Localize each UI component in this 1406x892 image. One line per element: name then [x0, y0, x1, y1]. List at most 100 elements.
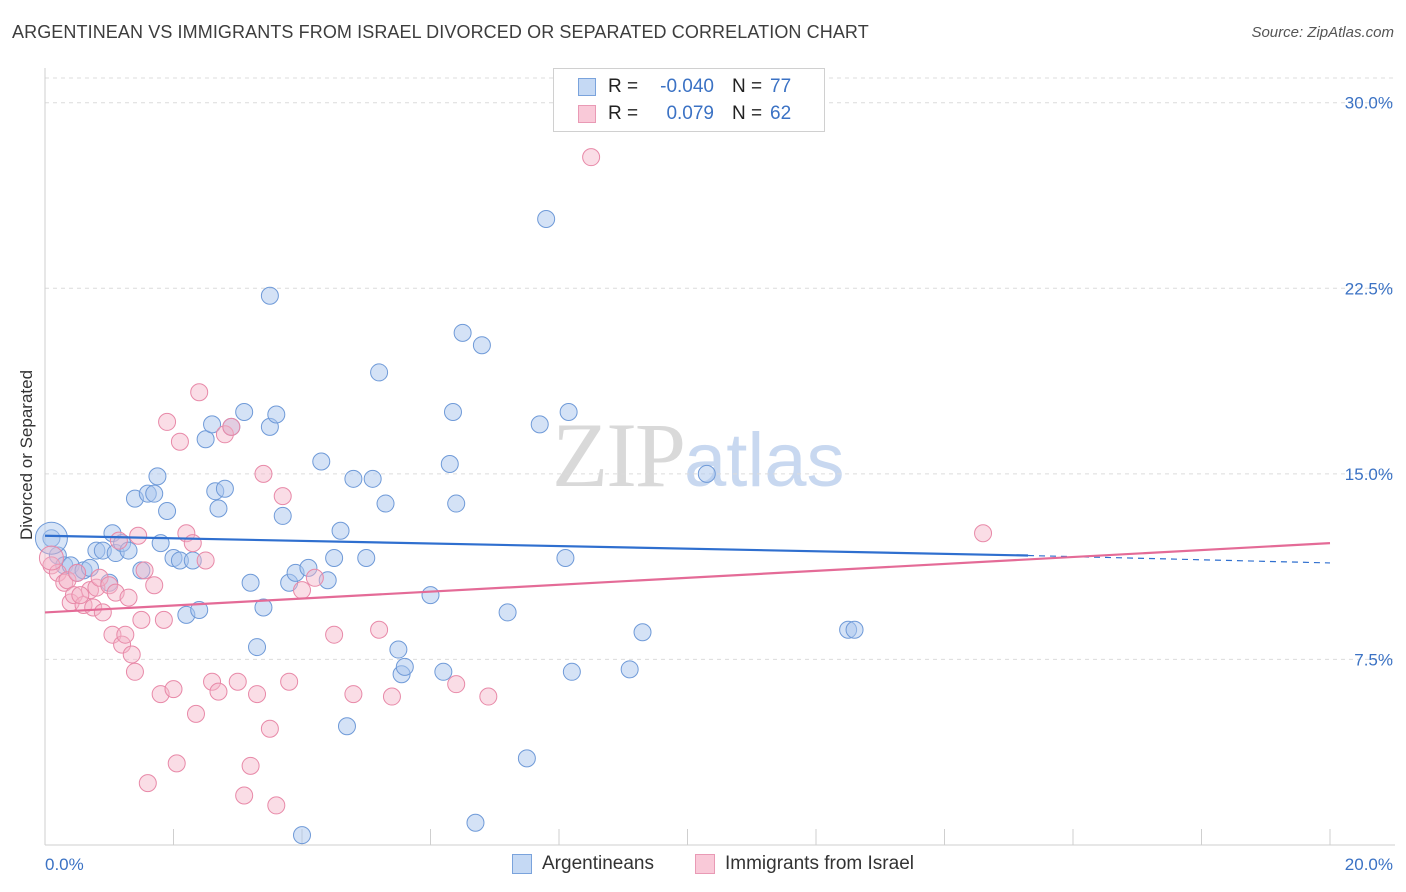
data-point-argentineans — [498, 603, 517, 622]
data-point-argentineans — [203, 415, 222, 434]
data-point-argentineans — [466, 813, 485, 832]
data-point-israel — [582, 148, 601, 167]
data-point-argentineans — [389, 640, 408, 659]
data-point-israel — [215, 425, 234, 444]
legend-item-argentineans: Argentineans — [512, 851, 654, 877]
data-point-argentineans — [312, 452, 331, 471]
data-point-israel — [370, 620, 389, 639]
data-point-israel — [305, 568, 324, 587]
trend-line-argentineans — [44, 534, 1029, 557]
data-point-israel — [103, 625, 122, 644]
data-point-argentineans — [241, 573, 260, 592]
data-point-argentineans — [215, 479, 234, 498]
blue-swatch — [512, 854, 532, 874]
data-point-argentineans — [325, 548, 344, 567]
data-point-israel — [382, 687, 401, 706]
data-point-argentineans — [376, 494, 395, 513]
data-point-argentineans — [273, 506, 292, 525]
data-point-argentineans — [421, 586, 440, 605]
data-point-israel — [84, 598, 103, 617]
data-point-israel — [158, 412, 177, 431]
data-point-israel — [58, 571, 77, 590]
data-point-israel — [132, 610, 151, 629]
data-point-israel — [71, 586, 90, 605]
legend-row-israel: R = 0.079 N = 62 — [554, 101, 791, 127]
data-point-argentineans — [260, 286, 279, 305]
series-israel-points — [38, 148, 993, 815]
data-point-israel — [241, 756, 260, 775]
data-point-argentineans — [395, 657, 414, 676]
data-point-israel — [116, 625, 135, 644]
data-point-israel — [100, 576, 119, 595]
data-point-argentineans — [209, 499, 228, 518]
y-tick-label: 15.0% — [1345, 465, 1393, 484]
data-point-argentineans — [562, 662, 581, 681]
r-label: R = — [608, 76, 639, 97]
data-point-israel — [138, 774, 157, 793]
data-point-argentineans — [440, 454, 459, 473]
data-point-argentineans — [145, 484, 164, 503]
data-point-israel — [90, 568, 109, 587]
data-point-argentineans — [190, 600, 209, 619]
y-tick-label: 30.0% — [1345, 94, 1393, 113]
data-point-argentineans — [530, 415, 549, 434]
blue-swatch — [578, 78, 596, 96]
axes — [44, 68, 1395, 846]
r-value: -0.040 — [660, 76, 714, 97]
data-point-argentineans — [42, 529, 61, 548]
r-label: R = — [608, 103, 639, 124]
data-point-argentineans — [434, 662, 453, 681]
data-point-israel — [344, 685, 363, 704]
data-point-argentineans — [370, 363, 389, 382]
data-point-israel-cluster — [38, 545, 64, 571]
data-point-argentineans — [331, 521, 350, 540]
data-point-israel — [55, 573, 74, 592]
n-value: 62 — [770, 103, 792, 124]
data-point-argentineans — [148, 467, 167, 486]
data-point-israel — [248, 685, 267, 704]
data-point-israel — [293, 581, 311, 600]
data-point-argentineans — [293, 826, 311, 845]
series-argentineans-points — [34, 210, 864, 845]
data-point-argentineans-cluster — [34, 521, 68, 555]
data-point-israel — [235, 786, 254, 805]
x-tick-label: 0.0% — [45, 855, 84, 874]
data-point-argentineans — [267, 405, 286, 424]
y-tick-label: 22.5% — [1345, 279, 1393, 298]
pink-swatch — [578, 105, 596, 123]
data-point-israel — [129, 526, 148, 545]
trend-line-israel — [44, 542, 1331, 614]
data-point-argentineans — [357, 548, 376, 567]
data-point-israel — [119, 588, 138, 607]
data-point-israel — [68, 563, 87, 582]
data-point-israel — [254, 464, 273, 483]
data-point-argentineans — [620, 660, 639, 679]
source-credit: Source: ZipAtlas.com — [1251, 24, 1394, 41]
data-point-argentineans — [537, 210, 556, 229]
pink-swatch — [695, 854, 715, 874]
data-point-argentineans — [248, 638, 267, 657]
data-point-israel — [186, 704, 205, 723]
data-point-israel — [447, 675, 466, 694]
data-point-argentineans — [337, 717, 356, 736]
watermark-atlas: atlas — [684, 418, 845, 503]
data-point-argentineans — [447, 494, 466, 513]
data-point-israel — [267, 796, 286, 815]
tick-labels: 7.5% 15.0% 22.5% 30.0% 0.0% 20.0% — [45, 94, 1393, 874]
data-point-argentineans — [556, 548, 575, 567]
data-point-argentineans — [517, 749, 536, 768]
legend-item-israel: Immigrants from Israel — [695, 851, 914, 877]
data-point-israel — [154, 610, 173, 629]
watermark: ZIPatlas — [552, 402, 845, 508]
data-point-argentineans — [697, 464, 716, 483]
data-point-argentineans — [254, 598, 273, 617]
data-point-israel — [479, 687, 498, 706]
data-point-argentineans — [299, 558, 318, 577]
y-tick-label: 7.5% — [1354, 650, 1393, 669]
data-point-argentineans — [158, 501, 177, 520]
data-point-argentineans — [453, 323, 472, 342]
data-point-argentineans — [119, 541, 138, 560]
data-point-israel — [167, 754, 186, 773]
data-point-argentineans — [363, 469, 382, 488]
data-point-argentineans — [633, 623, 652, 642]
